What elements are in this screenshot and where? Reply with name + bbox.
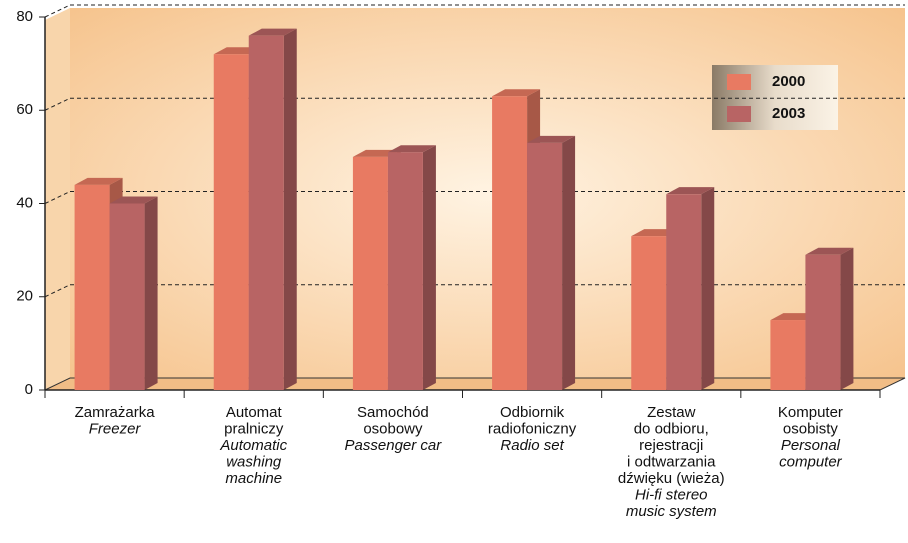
- bar: [213, 54, 249, 391]
- bar-side: [283, 28, 297, 391]
- y-tick-label: 0: [25, 381, 33, 398]
- y-tick-label: 60: [16, 101, 33, 118]
- bar-top: [74, 177, 123, 185]
- legend-label: 2003: [772, 105, 805, 122]
- x-tick-label: i odtwarzania: [627, 453, 716, 470]
- grid-line: [44, 97, 71, 111]
- bar: [805, 254, 841, 390]
- bar-side: [701, 187, 715, 390]
- x-tick-label: Automat: [226, 404, 283, 421]
- bar-top: [248, 28, 297, 36]
- x-tick-label: do odbioru,: [634, 420, 709, 437]
- x-tick-label: pralniczy: [224, 420, 284, 437]
- bar-side: [562, 135, 576, 390]
- bar-top: [109, 196, 158, 204]
- grid-line: [44, 4, 71, 18]
- bar-top: [805, 247, 854, 255]
- grid-line: [44, 191, 71, 204]
- x-tick-label-en: computer: [779, 453, 843, 470]
- x-tick-label: Komputer: [778, 404, 843, 421]
- bar: [527, 142, 563, 390]
- bar-top: [666, 187, 715, 195]
- x-tick-label: osobowy: [363, 420, 423, 437]
- x-tick-label-en: Passenger car: [345, 437, 443, 454]
- legend-swatch: [727, 74, 751, 90]
- bar: [109, 203, 145, 390]
- x-tick-label: osobisty: [783, 420, 839, 437]
- bar-top: [387, 145, 436, 153]
- bar: [248, 35, 284, 391]
- x-tick-label: radiofoniczny: [488, 420, 577, 437]
- x-tick-label: Odbiornik: [500, 404, 565, 421]
- y-tick-label: 40: [16, 194, 33, 211]
- bar: [631, 236, 667, 390]
- bar: [352, 156, 388, 390]
- x-tick-label: Zestaw: [647, 404, 696, 421]
- x-tick-label: Samochód: [357, 404, 429, 421]
- x-tick-label: Zamrażarka: [75, 404, 156, 421]
- x-tick-label-en: machine: [225, 470, 282, 487]
- legend-swatch: [727, 106, 751, 122]
- x-tick-label: rejestracji: [639, 437, 703, 454]
- side-wall: [45, 8, 70, 390]
- bar: [492, 96, 528, 390]
- bar-top: [527, 135, 576, 143]
- x-tick-label-en: washing: [226, 453, 282, 470]
- legend-label: 2000: [772, 73, 805, 90]
- bar-side: [144, 196, 158, 390]
- x-tick-label-en: Radio set: [500, 437, 564, 454]
- x-tick-label-en: music system: [626, 503, 717, 520]
- x-tick-label-en: Hi-fi stereo: [635, 486, 708, 503]
- bar-top: [492, 89, 541, 97]
- x-tick-label: dźwięku (wieża): [618, 470, 725, 487]
- x-tick-label-en: Freezer: [89, 420, 142, 437]
- bar-side: [422, 145, 436, 390]
- y-tick-label: 80: [16, 8, 33, 25]
- x-tick-label-en: Automatic: [219, 437, 287, 454]
- bar: [770, 320, 806, 390]
- x-tick-label-en: Personal: [781, 437, 841, 454]
- grid-line: [44, 284, 71, 298]
- bar-side: [840, 247, 854, 390]
- y-tick-label: 20: [16, 288, 33, 305]
- bar: [387, 152, 423, 390]
- bar: [74, 184, 110, 390]
- bar: [666, 194, 702, 390]
